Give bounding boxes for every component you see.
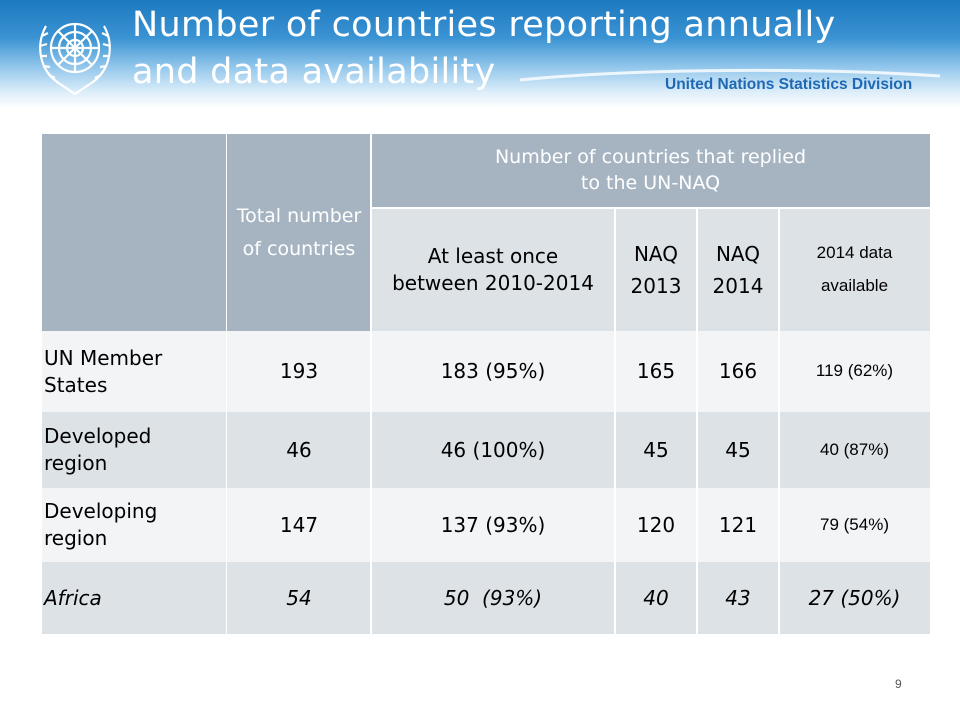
row-label-developed-region: Developed region	[42, 412, 227, 488]
un-emblem-logo	[39, 22, 111, 96]
cell-data-available: 119 (62%)	[779, 331, 930, 412]
cell-naq-2014: 121	[697, 488, 779, 562]
cell-total: 46	[227, 412, 371, 488]
header-replied-group: Number of countries that replied to the …	[371, 134, 930, 208]
header-blank-cell	[42, 134, 227, 331]
cell-total: 54	[227, 562, 371, 634]
cell-naq-2013: 40	[615, 562, 697, 634]
cell-naq-2013: 120	[615, 488, 697, 562]
table-divider	[614, 208, 616, 634]
header-at-least-once: At least once between 2010-2014	[371, 208, 615, 331]
cell-naq-2013: 45	[615, 412, 697, 488]
header-naq-2013: NAQ 2013	[615, 208, 697, 331]
header-naq-2014: NAQ 2014	[697, 208, 779, 331]
organization-name: United Nations Statistics Division	[665, 76, 913, 93]
table-divider	[226, 134, 227, 634]
row-label-developing-region: Developing region	[42, 488, 227, 562]
row-label-africa: Africa	[42, 562, 227, 634]
cell-total: 147	[227, 488, 371, 562]
header-swoosh-decoration	[520, 68, 940, 82]
table-divider	[696, 208, 698, 634]
page-number: 9	[895, 677, 902, 691]
cell-naq-2014: 166	[697, 331, 779, 412]
cell-total: 193	[227, 331, 371, 412]
title-line-1: Number of countries reporting annually	[132, 5, 836, 45]
cell-data-available: 40 (87%)	[779, 412, 930, 488]
header-data-available: 2014 data available	[779, 208, 930, 331]
cell-at-least-once: 46 (100%)	[371, 412, 615, 488]
header-total: Total number of countries	[227, 134, 371, 331]
table-divider	[371, 207, 930, 209]
cell-at-least-once: 183 (95%)	[371, 331, 615, 412]
title-line-2: and data availability	[132, 52, 496, 92]
cell-naq-2013: 165	[615, 331, 697, 412]
table-divider	[370, 134, 372, 634]
cell-data-available: 79 (54%)	[779, 488, 930, 562]
table-divider	[778, 208, 780, 634]
cell-data-available: 27 (50%)	[779, 562, 930, 634]
slide-title: Number of countries reporting annually a…	[132, 2, 932, 96]
cell-naq-2014: 43	[697, 562, 779, 634]
cell-naq-2014: 45	[697, 412, 779, 488]
cell-at-least-once: 137 (93%)	[371, 488, 615, 562]
slide-header: Number of countries reporting annually a…	[0, 0, 960, 108]
row-label-un-member-states: UN Member States	[42, 331, 227, 412]
cell-at-least-once: 50 (93%)	[371, 562, 615, 634]
